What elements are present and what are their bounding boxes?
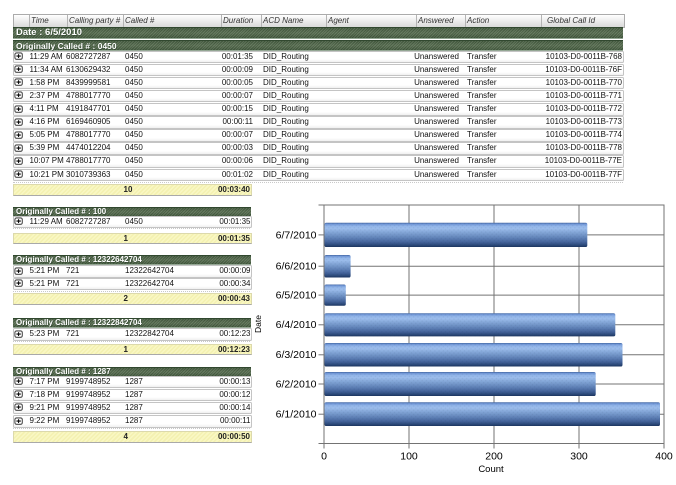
svg-text:6/1/2010: 6/1/2010 bbox=[276, 409, 317, 421]
svg-text:400: 400 bbox=[655, 451, 673, 463]
svg-text:0: 0 bbox=[321, 451, 327, 463]
svg-text:6/3/2010: 6/3/2010 bbox=[276, 349, 317, 361]
svg-text:6/6/2010: 6/6/2010 bbox=[276, 261, 317, 273]
svg-text:6/5/2010: 6/5/2010 bbox=[276, 290, 317, 302]
svg-text:Date: Date bbox=[253, 315, 263, 333]
svg-text:200: 200 bbox=[485, 451, 503, 463]
svg-text:100: 100 bbox=[400, 451, 418, 463]
svg-text:300: 300 bbox=[570, 451, 588, 463]
svg-text:6/2/2010: 6/2/2010 bbox=[276, 378, 317, 390]
svg-text:6/7/2010: 6/7/2010 bbox=[276, 229, 317, 241]
svg-text:Count: Count bbox=[478, 464, 504, 475]
svg-text:6/4/2010: 6/4/2010 bbox=[276, 319, 317, 331]
